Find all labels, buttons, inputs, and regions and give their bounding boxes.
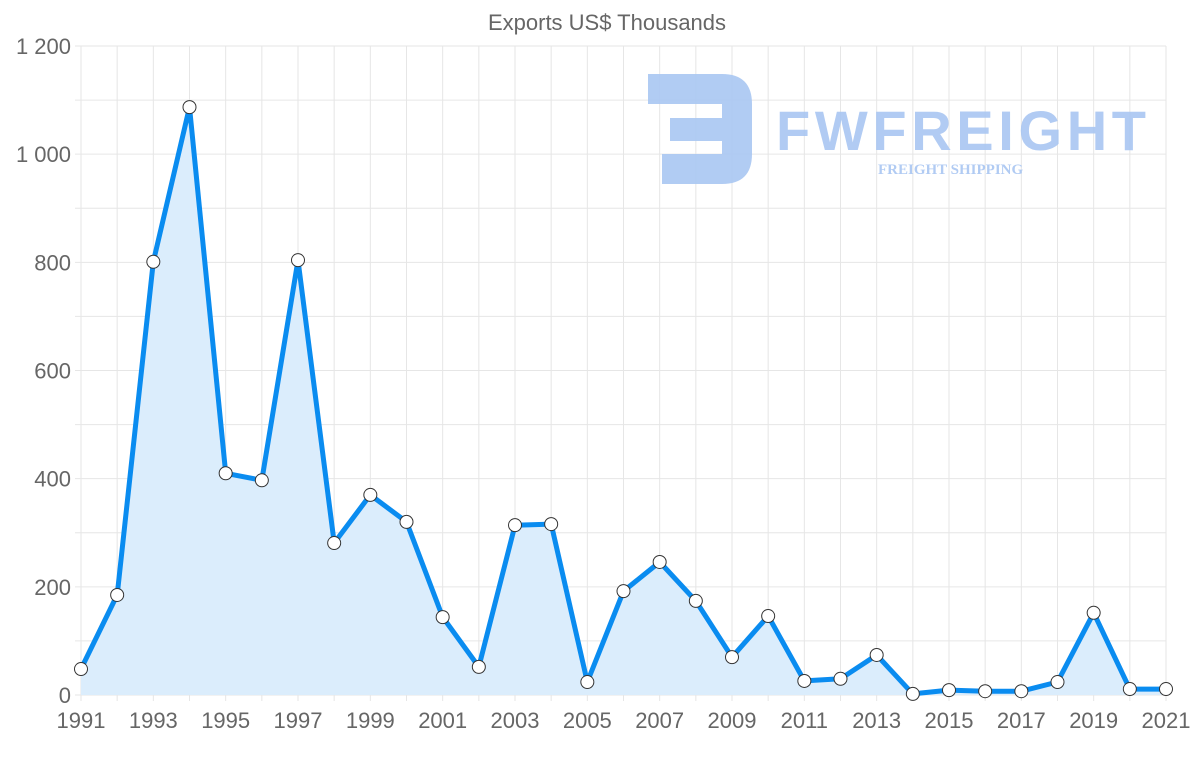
- x-tick-label: 2003: [491, 708, 540, 733]
- data-point: [580, 675, 595, 690]
- data-point: [797, 673, 812, 688]
- watermark-tagline: FREIGHT SHIPPING: [878, 162, 1023, 178]
- y-tick-label: 0: [59, 683, 71, 708]
- x-tick-label: 1995: [201, 708, 250, 733]
- x-tick-label: 1993: [129, 708, 178, 733]
- x-tick-label: 2019: [1069, 708, 1118, 733]
- x-tick-label: 1999: [346, 708, 395, 733]
- data-point: [146, 254, 161, 269]
- data-point: [652, 554, 667, 569]
- x-tick-label: 1991: [57, 708, 106, 733]
- watermark-logo: FWFREIGHT FREIGHT SHIPPING: [648, 74, 1146, 184]
- x-tick-label: 1997: [274, 708, 323, 733]
- y-tick-label: 1 000: [16, 142, 71, 167]
- y-tick-label: 1 200: [16, 34, 71, 59]
- data-point: [182, 100, 197, 115]
- y-tick-label: 200: [34, 575, 71, 600]
- watermark-logo-mark: [648, 74, 752, 184]
- x-tick-label: 2007: [635, 708, 684, 733]
- watermark-brand: FWFREIGHT: [776, 99, 1146, 162]
- x-tick-label: 2011: [781, 708, 828, 733]
- x-tick-label: 2017: [997, 708, 1046, 733]
- data-point: [508, 518, 522, 533]
- data-point: [688, 593, 703, 608]
- x-axis-ticks: 1991 1993 1995 1997 1999 2001 2003 2005 2007 2009…: [57, 708, 1191, 733]
- data-point: [1159, 682, 1173, 697]
- data-point: [942, 683, 956, 698]
- data-point: [254, 473, 269, 488]
- x-tick-label: 2005: [563, 708, 612, 733]
- x-tick-label: 2013: [852, 708, 901, 733]
- data-point: [761, 609, 776, 624]
- data-points: [74, 100, 1173, 701]
- data-point: [1086, 605, 1101, 620]
- data-point: [399, 514, 414, 529]
- data-point: [327, 536, 342, 551]
- data-point: [291, 253, 305, 268]
- data-point: [218, 466, 233, 481]
- data-point: [363, 487, 378, 502]
- x-tick-label: 2009: [708, 708, 757, 733]
- data-point: [544, 517, 559, 532]
- data-point: [869, 647, 884, 662]
- data-point: [905, 686, 920, 701]
- x-tick-label: 2001: [418, 708, 467, 733]
- y-tick-label: 600: [34, 359, 71, 384]
- data-point: [74, 662, 88, 677]
- chart-title: Exports US$ Thousands: [488, 10, 726, 35]
- x-tick-label: 2021: [1142, 708, 1191, 733]
- y-tick-label: 400: [34, 467, 71, 492]
- data-point: [1014, 684, 1029, 699]
- data-point: [435, 610, 450, 625]
- data-point: [833, 671, 848, 686]
- data-point: [110, 587, 125, 602]
- data-point: [725, 650, 739, 665]
- area-fill: [81, 107, 1166, 696]
- data-point: [471, 659, 486, 674]
- y-axis-ticks: 0 200 400 600 800 1 000 1 200: [16, 34, 71, 708]
- x-tick-label: 2015: [925, 708, 974, 733]
- data-point: [1122, 682, 1137, 697]
- y-tick-label: 800: [34, 250, 71, 275]
- data-point: [1050, 675, 1065, 690]
- data-point: [978, 684, 993, 699]
- data-point: [616, 584, 631, 599]
